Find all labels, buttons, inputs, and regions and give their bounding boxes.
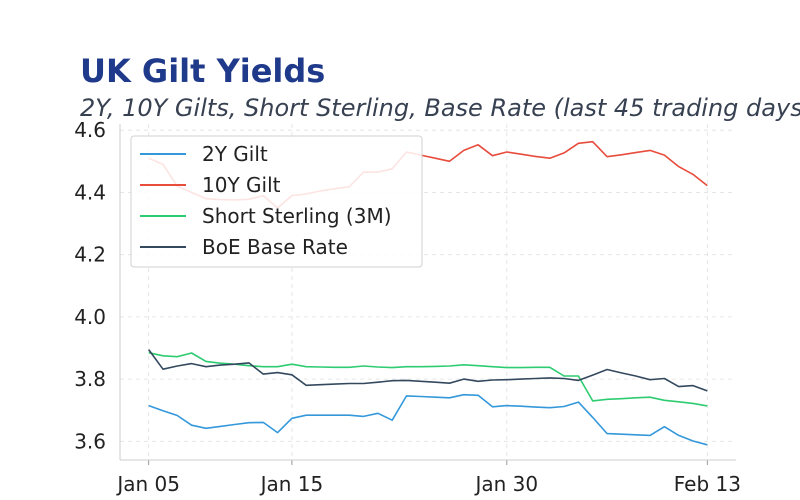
series-line-0 (148, 393, 708, 446)
y-tick-label: 4.6 (74, 118, 106, 142)
x-tick-label: Feb 13 (674, 472, 741, 496)
axes (119, 124, 736, 461)
y-tick-label: 3.8 (74, 367, 106, 391)
chart-title: UK Gilt Yields (80, 52, 326, 90)
legend-label: BoE Base Rate (202, 235, 348, 259)
y-tick-label: 4.2 (74, 243, 106, 267)
legend-label: Short Sterling (3M) (202, 204, 392, 228)
legend-box (130, 135, 423, 268)
series-line-2 (148, 351, 708, 407)
x-tick-label: Jan 15 (259, 472, 324, 496)
y-tick-label: 3.6 (74, 429, 106, 453)
legend: 2Y Gilt 10Y Gilt Short Sterling (3M) BoE Ba… (130, 135, 423, 268)
legend-label: 2Y Gilt (202, 142, 268, 166)
y-tick-label: 4.0 (74, 305, 106, 329)
series-line-3 (148, 349, 708, 392)
x-tick-label: Jan 30 (473, 472, 538, 496)
x-tick-label: Jan 05 (115, 472, 180, 496)
tick-labels: 3.6 3.8 4.0 4.2 4.4 4.6 Jan 05 Jan 15 Jan 30 Feb … (74, 118, 741, 496)
y-tick-label: 4.4 (74, 180, 106, 204)
legend-label: 10Y Gilt (202, 173, 281, 197)
chart-subtitle: 2Y, 10Y Gilts, Short Sterling, Base Rate… (80, 94, 800, 122)
